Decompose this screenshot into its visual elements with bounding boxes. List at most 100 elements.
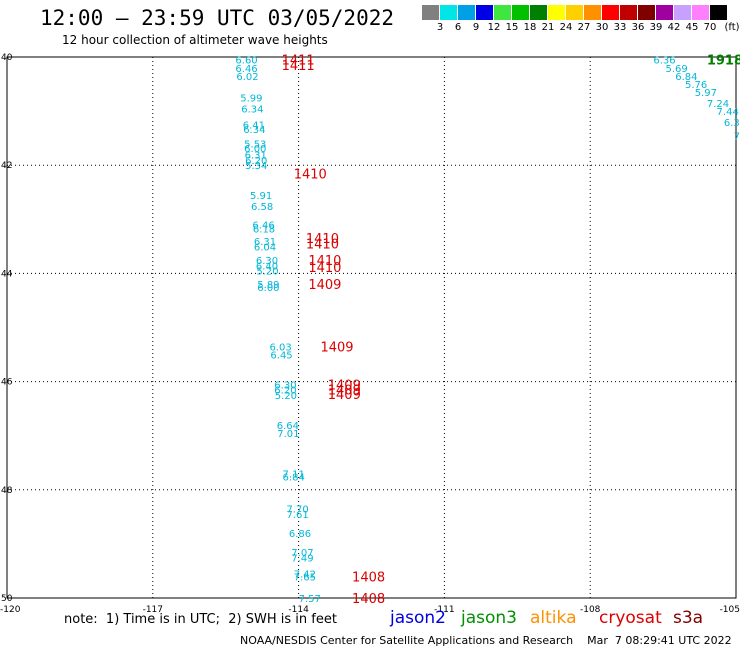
swh-value-label: 5.34 (245, 161, 267, 172)
legend-swatch (440, 5, 457, 20)
cryosat-time-label: 1408 (352, 570, 385, 585)
swh-value-label: 7.70 (286, 505, 308, 516)
cryosat-time-label: 1410 (306, 238, 339, 253)
y-tick-label: 48 (1, 486, 13, 496)
swh-value-label: 7.61 (286, 510, 308, 521)
swh-value-label: 6.33 (724, 118, 740, 129)
swh-value-label: 5.20 (275, 391, 297, 402)
swh-value-label: 6.84 (283, 472, 305, 483)
x-tick-label: -105 (720, 605, 740, 615)
legend-label: 30 (595, 22, 609, 33)
swh-value-label: 6.18 (253, 224, 275, 235)
legend-swatch (458, 5, 475, 20)
swh-value-label: 6.31 (254, 237, 276, 248)
swh-value-label: 6.64 (277, 421, 299, 432)
swh-value-label: 6.03 (269, 342, 291, 353)
cryosat-time-label: 1408 (352, 592, 385, 607)
page-title: 12:00 – 23:59 UTC 03/05/2022 (40, 6, 395, 30)
swh-value-label: 6.20 (245, 156, 267, 167)
swh-value-label: 5.69 (666, 64, 688, 75)
cryosat-time-label: 1409 (320, 340, 353, 355)
x-tick-label: -117 (143, 605, 163, 615)
satellite-label-s3a: s3a (673, 608, 704, 628)
y-tick-label: 50 (1, 594, 13, 604)
legend-swatch (638, 5, 655, 20)
x-tick-label: -114 (288, 605, 309, 615)
legend-label: 18 (523, 22, 537, 33)
swh-value-label: 6.86 (289, 529, 311, 540)
swh-value-label: 7.24 (707, 99, 729, 110)
swh-value-label: 6.00 (257, 283, 279, 294)
swh-value-label: 6.00 (244, 144, 266, 155)
swh-value-label: 5.91 (250, 191, 272, 202)
swh-value-label: 7.07 (291, 548, 313, 559)
satellite-label-jason2: jason2 (390, 608, 446, 628)
swh-value-label: 6.41 (243, 121, 265, 132)
cryosat-time-label: 1411 (282, 59, 315, 74)
legend-label: 3 (436, 22, 444, 33)
swh-value-label: 5.76 (685, 80, 707, 91)
cryosat-time-label: 1410 (306, 232, 339, 247)
legend-swatch (692, 5, 709, 20)
swh-value-label: 7.65 (294, 572, 316, 583)
swh-value-label: 6.84 (675, 72, 697, 83)
swh-value-label: 5.99 (240, 94, 262, 105)
cryosat-time-label: 1409 (328, 378, 361, 393)
map-frame (6, 56, 737, 599)
legend-swatch (620, 5, 637, 20)
swh-value-label: 7.11 (283, 470, 305, 481)
swh-value-label: 6.45 (270, 351, 292, 362)
legend-swatch (566, 5, 583, 20)
legend-label: 21 (541, 22, 555, 33)
swh-value-label: 5.20 (256, 267, 278, 278)
legend-swatch (674, 5, 691, 20)
y-tick-label: 46 (1, 378, 13, 388)
legend-swatch (530, 5, 547, 20)
note-text: note: 1) Time is in UTC; 2) SWH is in fe… (64, 612, 337, 627)
legend-label: 45 (685, 22, 699, 33)
legend-swatch (494, 5, 511, 20)
x-tick-label: -120 (0, 605, 21, 615)
footer-credit: NOAA/NESDIS Center for Satellite Applica… (240, 634, 732, 647)
x-tick-label: -108 (580, 605, 601, 615)
swh-value-label: 6.34 (241, 104, 263, 115)
cryosat-time-label: 1410 (308, 254, 341, 269)
legend-swatch (602, 5, 619, 20)
legend-swatch (656, 5, 673, 20)
swh-value-label: 6.20 (274, 386, 296, 397)
legend-label: 15 (505, 22, 519, 33)
legend-label: 70 (703, 22, 717, 33)
y-tick-label: 40 (1, 53, 13, 63)
swh-value-label: 6.34 (243, 125, 265, 136)
legend-label: 9 (472, 22, 480, 33)
satellite-label-cryosat: cryosat (599, 608, 662, 628)
legend-label: 39 (649, 22, 663, 33)
swh-value-label: 6.58 (251, 202, 273, 213)
swh-value-label: 6.30 (274, 380, 296, 391)
satellite-label-altika: altika (530, 608, 577, 628)
swh-value-label: 6.02 (236, 72, 258, 83)
swh-value-label: 6.36 (653, 56, 675, 67)
page-subtitle: 12 hour collection of altimeter wave hei… (62, 33, 328, 47)
swh-value-label: 5.53 (244, 140, 266, 151)
swh-value-label: 7.01 (277, 429, 299, 440)
jason3-time-label: 1918 (707, 54, 740, 69)
legend-swatch (422, 5, 439, 20)
legend-swatch (710, 5, 727, 20)
swh-value-label: 6.31 (245, 150, 267, 161)
legend-swatch (512, 5, 529, 20)
swh-value-label: 7.57 (299, 594, 321, 605)
y-tick-label: 44 (1, 269, 13, 279)
y-tick-label: 42 (1, 161, 12, 171)
legend-label: 42 (667, 22, 681, 33)
swh-value-label: 7.44 (717, 107, 739, 118)
swh-value-label: 5.89 (257, 280, 279, 291)
legend-label: 24 (559, 22, 573, 33)
x-tick-label: -111 (434, 605, 454, 615)
cryosat-time-label: 1409 (328, 384, 361, 399)
legend-label: 6 (454, 22, 462, 33)
swh-value-label: 6.40 (256, 261, 278, 272)
cryosat-time-label: 1410 (308, 261, 341, 276)
swh-value-label: 6.46 (252, 221, 274, 232)
swh-value-label: 7.04 (734, 131, 740, 142)
